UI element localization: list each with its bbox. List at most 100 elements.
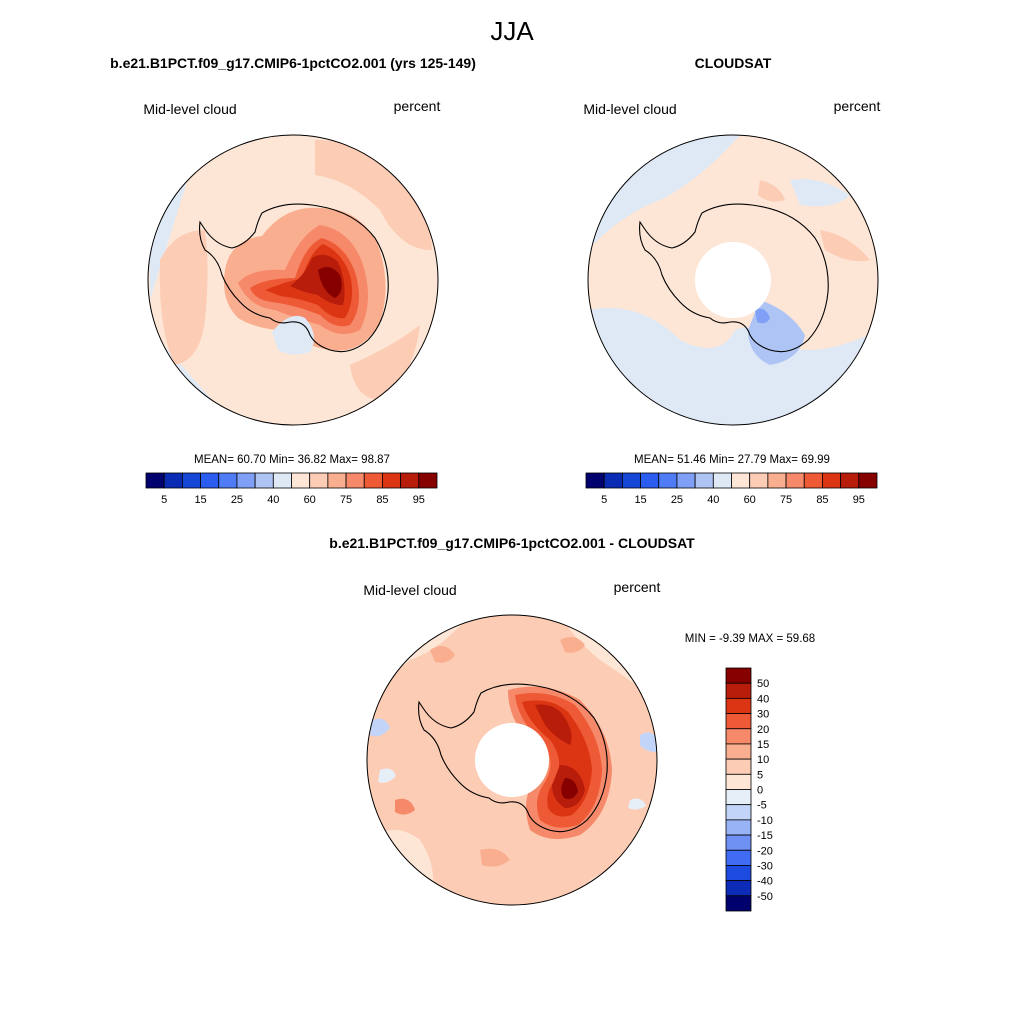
colorbar-tick-label: -40 xyxy=(757,876,773,888)
panel-diff-map xyxy=(367,615,657,905)
colorbar-swatch xyxy=(694,472,714,489)
colorbar-swatch xyxy=(603,472,623,489)
panel-obs-title: CLOUDSAT xyxy=(695,55,772,71)
colorbar-swatch xyxy=(725,758,752,775)
colorbar-tick-label: 95 xyxy=(413,494,425,506)
colorbar-swatch xyxy=(725,789,752,806)
colorbar-swatch xyxy=(803,472,823,489)
panel-diff-variable-label: Mid-level cloud xyxy=(363,582,456,598)
colorbar-swatch xyxy=(785,472,805,489)
colorbar-tick-label: 40 xyxy=(757,693,769,705)
panel-diff: b.e21.B1PCT.f09_g17.CMIP6-1pctCO2.001 - … xyxy=(329,535,815,912)
colorbar-swatch xyxy=(725,849,752,866)
colorbar-tick-label: -30 xyxy=(757,860,773,872)
colorbar-swatch xyxy=(585,472,605,489)
colorbar-swatch xyxy=(725,697,752,714)
panel-model-variable-label: Mid-level cloud xyxy=(143,101,236,117)
colorbar-swatch xyxy=(621,472,641,489)
colorbar-tick-label: 50 xyxy=(757,678,769,690)
colorbar-tick-label: 15 xyxy=(634,494,646,506)
colorbar-swatch xyxy=(725,819,752,836)
colorbar-tick-label: 75 xyxy=(780,494,792,506)
colorbar-swatch xyxy=(145,472,165,489)
colorbar-swatch xyxy=(254,472,274,489)
colorbar-tick-label: 25 xyxy=(231,494,243,506)
colorbar-swatch xyxy=(218,472,238,489)
colorbar-tick-label: 10 xyxy=(757,754,769,766)
colorbar-swatch xyxy=(725,773,752,790)
colorbar-swatch xyxy=(725,865,752,882)
panel-model-units-label: percent xyxy=(394,98,441,114)
colorbar-swatch xyxy=(163,472,183,489)
panel-obs-units-label: percent xyxy=(834,98,881,114)
colorbar-tick-label: 40 xyxy=(707,494,719,506)
season-title: JJA xyxy=(490,16,534,46)
panel-model-stats: MEAN= 60.70 Min= 36.82 Max= 98.87 xyxy=(194,454,390,466)
colorbar-tick-label: 25 xyxy=(671,494,683,506)
colorbar-tick-label: 20 xyxy=(757,724,769,736)
colorbar-tick-label: -50 xyxy=(757,891,773,903)
panel-obs-variable-label: Mid-level cloud xyxy=(583,101,676,117)
colorbar-tick-label: 60 xyxy=(304,494,316,506)
colorbar-swatch xyxy=(200,472,220,489)
colorbar-swatch xyxy=(725,713,752,730)
colorbar-swatch xyxy=(309,472,329,489)
colorbar-tick-label: 5 xyxy=(161,494,167,506)
colorbar-tick-label: 85 xyxy=(376,494,388,506)
colorbar-swatch xyxy=(272,472,292,489)
colorbar-tick-label: -15 xyxy=(757,830,773,842)
panel-diff-units-label: percent xyxy=(614,579,661,595)
panel-model: b.e21.B1PCT.f09_g17.CMIP6-1pctCO2.001 (y… xyxy=(110,55,476,506)
panel-obs-colorbar: 5 15 25 40 60 75 85 95 xyxy=(585,472,878,506)
colorbar-swatch xyxy=(858,472,878,489)
panel-model-map xyxy=(148,135,438,425)
panel-obs-map xyxy=(588,135,878,425)
colorbar-swatch xyxy=(767,472,787,489)
colorbar-swatch xyxy=(749,472,769,489)
colorbar-swatch xyxy=(236,472,256,489)
colorbar-swatch xyxy=(840,472,860,489)
colorbar-swatch xyxy=(725,743,752,760)
panel-diff-stats: MIN = -9.39 MAX = 59.68 xyxy=(685,633,815,645)
colorbar-tick-label: 75 xyxy=(340,494,352,506)
colorbar-tick-label: 5 xyxy=(757,769,763,781)
colorbar-swatch xyxy=(345,472,365,489)
colorbar-tick-label: 15 xyxy=(757,739,769,751)
colorbar-swatch xyxy=(658,472,678,489)
colorbar-tick-label: 5 xyxy=(601,494,607,506)
colorbar-swatch xyxy=(712,472,732,489)
colorbar-tick-label: -5 xyxy=(757,800,767,812)
colorbar-swatch xyxy=(725,895,752,912)
colorbar-swatch xyxy=(640,472,660,489)
colorbar-swatch xyxy=(676,472,696,489)
panel-model-title: b.e21.B1PCT.f09_g17.CMIP6-1pctCO2.001 (y… xyxy=(110,55,476,71)
colorbar-swatch xyxy=(291,472,311,489)
panel-obs-stats: MEAN= 51.46 Min= 27.79 Max= 69.99 xyxy=(634,454,830,466)
colorbar-tick-label: -20 xyxy=(757,845,773,857)
colorbar-swatch xyxy=(725,880,752,897)
panel-diff-title: b.e21.B1PCT.f09_g17.CMIP6-1pctCO2.001 - … xyxy=(329,535,695,551)
colorbar-swatch xyxy=(418,472,438,489)
colorbar-swatch xyxy=(363,472,383,489)
colorbar-swatch xyxy=(181,472,201,489)
colorbar-tick-label: 85 xyxy=(816,494,828,506)
colorbar-tick-label: 15 xyxy=(194,494,206,506)
colorbar-tick-label: 0 xyxy=(757,785,763,797)
colorbar-swatch xyxy=(725,834,752,851)
colorbar-tick-label: 95 xyxy=(853,494,865,506)
colorbar-swatch xyxy=(400,472,420,489)
panel-model-colorbar: 5 15 25 40 60 75 85 95 xyxy=(145,472,438,506)
colorbar-swatch xyxy=(731,472,751,489)
colorbar-swatch xyxy=(382,472,402,489)
colorbar-swatch xyxy=(725,667,752,684)
colorbar-tick-label: 30 xyxy=(757,709,769,721)
colorbar-swatch xyxy=(725,728,752,745)
colorbar-swatch xyxy=(725,682,752,699)
colorbar-tick-label: 40 xyxy=(267,494,279,506)
colorbar-tick-label: -10 xyxy=(757,815,773,827)
colorbar-swatch xyxy=(725,804,752,821)
panel-obs: CLOUDSAT Mid-level cloud percent MEAN= 5… xyxy=(583,55,880,506)
colorbar-swatch xyxy=(327,472,347,489)
